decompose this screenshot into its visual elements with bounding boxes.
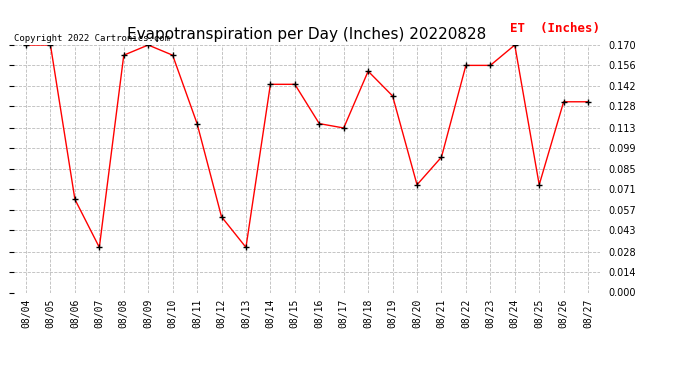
Text: Copyright 2022 Cartronics.com: Copyright 2022 Cartronics.com [14,33,170,42]
Title: Evapotranspiration per Day (Inches) 20220828: Evapotranspiration per Day (Inches) 2022… [128,27,486,42]
Text: ET  (Inches): ET (Inches) [511,22,600,35]
